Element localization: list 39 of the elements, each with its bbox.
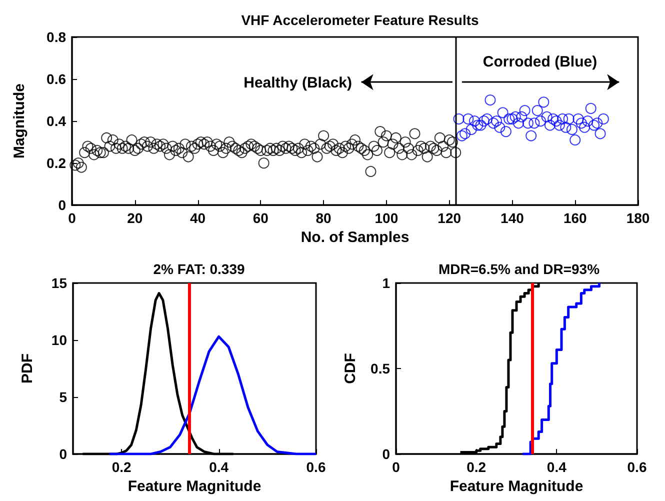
x-tick-label: 140 xyxy=(500,210,524,226)
y-axis-title: PDF xyxy=(19,354,36,384)
chart-title: VHF Accelerometer Feature Results xyxy=(241,12,479,28)
y-axis-title: CDF xyxy=(342,353,359,384)
x-tick-label: 120 xyxy=(438,210,462,226)
x-tick-label: 80 xyxy=(316,210,332,226)
y-tick-label: 5 xyxy=(59,389,68,405)
y-tick-label: 10 xyxy=(51,332,68,348)
chart-title: MDR=6.5% and DR=93% xyxy=(438,261,600,277)
y-tick-label: 0.5 xyxy=(370,360,390,376)
x-tick-label: 160 xyxy=(563,210,588,226)
x-tick-label: 40 xyxy=(190,210,206,226)
x-tick-label: 20 xyxy=(127,210,143,226)
x-tick-label: 0.2 xyxy=(112,459,132,475)
y-tick-label: 0 xyxy=(59,446,68,462)
x-tick-label: 0.6 xyxy=(627,459,647,475)
x-tick-label: 0.6 xyxy=(306,459,326,475)
x-axis-title: Feature Magnitude xyxy=(128,478,262,495)
x-tick-label: 0 xyxy=(392,459,400,475)
x-axis-title: Feature Magnitude xyxy=(450,478,584,495)
x-tick-label: 180 xyxy=(626,210,650,226)
y-axis-title: Magnitude xyxy=(11,84,28,159)
x-tick-label: 100 xyxy=(374,210,398,226)
y-tick-label: 0.8 xyxy=(46,29,66,45)
x-tick-label: 0.4 xyxy=(546,459,567,475)
x-tick-label: 0.4 xyxy=(209,459,229,475)
annotation: Healthy (Black) xyxy=(244,74,352,92)
y-tick-label: 0.6 xyxy=(46,71,66,88)
chart-title: 2% FAT: 0.339 xyxy=(153,261,245,277)
y-tick-label: 1 xyxy=(382,275,390,291)
y-tick-label: 0 xyxy=(382,446,390,462)
x-tick-label: 0.2 xyxy=(466,459,486,475)
y-tick-label: 15 xyxy=(51,275,68,291)
y-tick-label: 0.2 xyxy=(46,155,66,172)
y-tick-label: 0.4 xyxy=(46,113,66,130)
annotation: Corroded (Blue) xyxy=(482,54,598,70)
x-tick-label: 60 xyxy=(252,210,269,226)
y-tick-label: 0 xyxy=(58,197,66,214)
x-axis-title: No. of Samples xyxy=(300,229,410,246)
